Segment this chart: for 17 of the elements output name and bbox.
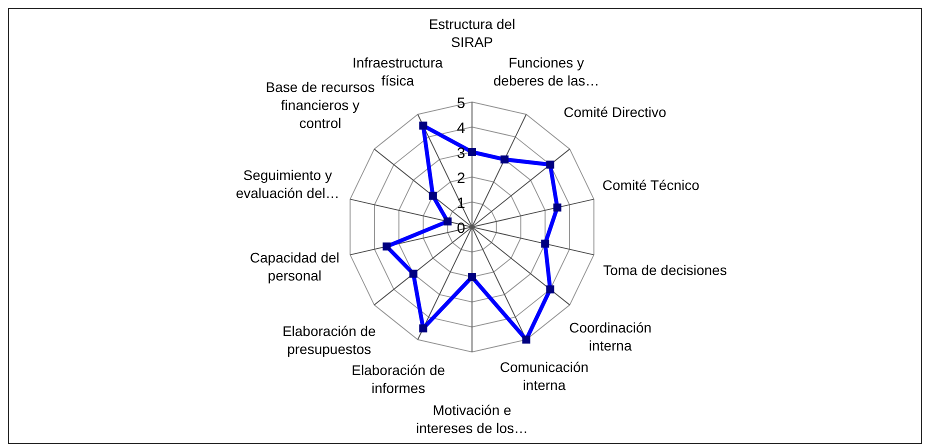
spoke-label: Comité Directivo xyxy=(564,104,667,120)
y-tick-label: 5 xyxy=(456,95,466,112)
spoke-label: Funciones y deberes de las… xyxy=(493,54,600,89)
y-tick-label: 4 xyxy=(456,120,466,137)
spoke-label: Motivación e intereses de los… xyxy=(416,402,528,436)
spoke-label: Elaboración de informes xyxy=(352,362,446,396)
spoke-label: Comunicación interna xyxy=(500,358,589,393)
spoke-label: Estructura del SIRAP xyxy=(428,16,516,50)
spoke-label: Toma de decisiones xyxy=(603,262,727,278)
spoke-label: Comité Técnico xyxy=(602,177,700,194)
spoke-label: Base de recursos financieros y control xyxy=(266,78,375,131)
y-tick-label: 3 xyxy=(456,145,466,162)
spoke-label: Coordinación interna xyxy=(569,319,652,354)
spoke-label: Elaboración de presupuestos xyxy=(282,322,376,357)
spoke-label: Seguimiento y evaluación del… xyxy=(236,166,340,201)
y-tick-label: 2 xyxy=(456,170,466,187)
spoke-label: Capacidad del personal xyxy=(250,249,340,284)
